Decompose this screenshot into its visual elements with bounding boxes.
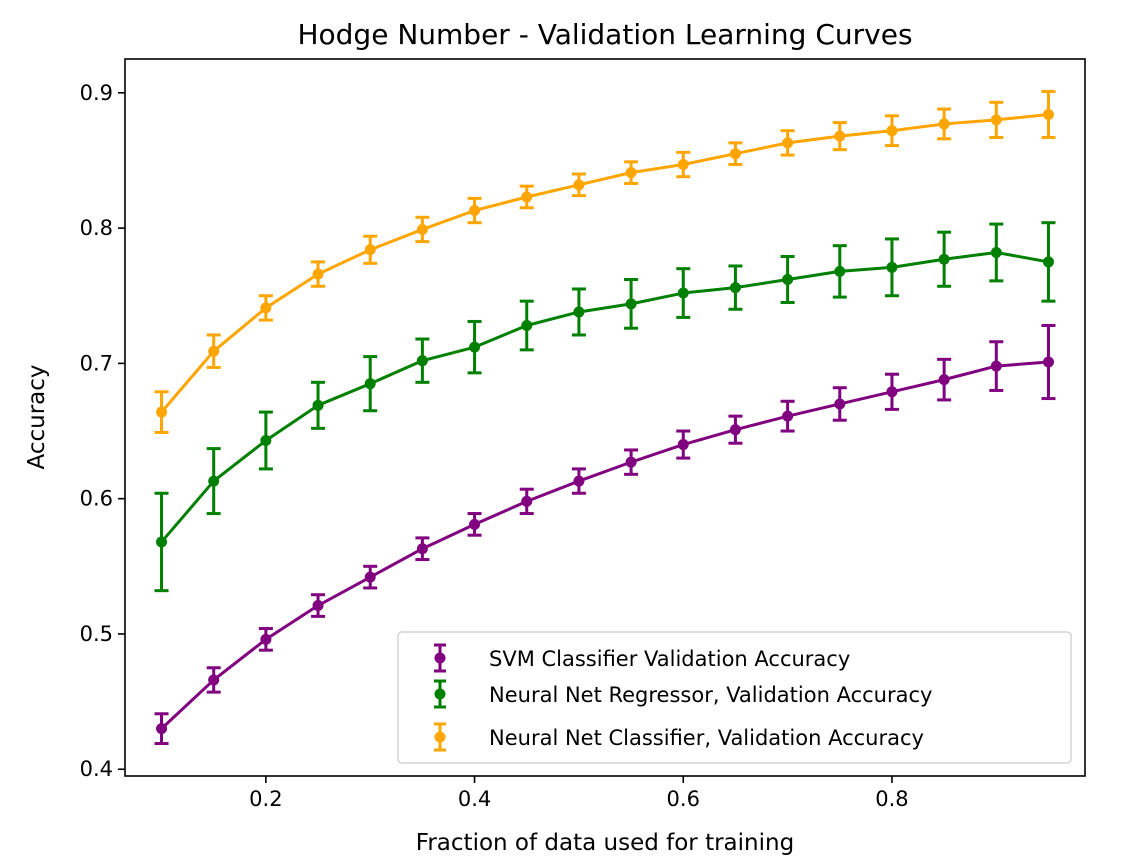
legend-label: Neural Net Classifier, Validation Accura…	[489, 726, 924, 750]
data-point	[521, 495, 533, 507]
data-point	[782, 137, 794, 149]
data-point	[1042, 256, 1054, 268]
data-point	[938, 374, 950, 386]
x-tick-label: 0.2	[249, 787, 282, 811]
data-point	[156, 536, 168, 548]
data-point	[364, 571, 376, 583]
data-point	[416, 223, 428, 235]
data-point	[834, 265, 846, 277]
data-point	[1042, 356, 1054, 368]
legend-label: Neural Net Regressor, Validation Accurac…	[489, 683, 932, 707]
data-point	[156, 406, 168, 418]
data-point	[834, 130, 846, 142]
data-point	[938, 253, 950, 265]
y-axis-ticks: 0.4 0.5 0.6 0.7 0.8 0.9	[80, 81, 125, 781]
data-point	[1042, 108, 1054, 120]
data-point	[469, 518, 481, 530]
data-point	[990, 114, 1002, 126]
data-point	[886, 125, 898, 137]
data-point	[469, 341, 481, 353]
data-point	[364, 378, 376, 390]
y-tick-label: 0.6	[80, 487, 113, 511]
data-point	[886, 386, 898, 398]
data-point	[312, 399, 324, 411]
y-axis-label: Accuracy	[24, 364, 50, 469]
legend: SVM Classifier Validation Accuracy Neural…	[397, 631, 1072, 764]
chart-title: Hodge Number - Validation Learning Curve…	[297, 18, 912, 51]
series-svm-classifier-validation-accuracy	[154, 324, 1056, 746]
data-point	[573, 475, 585, 487]
data-point	[208, 345, 220, 357]
data-point	[625, 456, 637, 468]
series-line	[160, 112, 1049, 414]
legend-box	[397, 631, 1072, 764]
data-point	[260, 302, 272, 314]
y-tick-label: 0.5	[80, 622, 113, 646]
y-tick-label: 0.4	[80, 757, 113, 781]
data-point	[886, 261, 898, 273]
data-point	[625, 298, 637, 310]
data-point	[677, 439, 689, 451]
data-point	[677, 287, 689, 299]
data-point	[312, 268, 324, 280]
plot-frame	[124, 58, 1086, 777]
data-point	[416, 355, 428, 367]
data-point	[573, 306, 585, 318]
legend-item-neural-net-regressor-validation-accuracy: Neural Net Regressor, Validation Accurac…	[434, 679, 932, 709]
series-neural-net-regressor-validation-accuracy	[154, 221, 1056, 593]
x-tick-label: 0.6	[667, 787, 700, 811]
data-point	[469, 205, 481, 217]
legend-item-neural-net-classifier-validation-accuracy: Neural Net Classifier, Validation Accura…	[434, 722, 924, 752]
y-tick-label: 0.9	[80, 81, 113, 105]
data-point	[938, 118, 950, 130]
legend-marker	[434, 731, 446, 743]
series-line	[160, 360, 1049, 730]
legend-marker	[434, 688, 446, 700]
data-point	[782, 274, 794, 286]
series-neural-net-classifier-validation-accuracy	[154, 89, 1056, 434]
data-point	[729, 148, 741, 160]
x-axis-label: Fraction of data used for training	[416, 830, 794, 856]
data-point	[208, 674, 220, 686]
data-point	[260, 633, 272, 645]
legend-item-svm-classifier-validation-accuracy: SVM Classifier Validation Accuracy	[434, 643, 850, 673]
data-point	[208, 475, 220, 487]
data-point	[990, 360, 1002, 372]
x-axis-ticks: 0.2 0.4 0.6 0.8	[249, 776, 909, 811]
data-point	[625, 167, 637, 179]
data-point	[521, 191, 533, 203]
data-point	[573, 179, 585, 191]
data-point	[364, 244, 376, 256]
data-point	[834, 398, 846, 410]
data-point	[729, 282, 741, 294]
data-point	[677, 159, 689, 171]
legend-label: SVM Classifier Validation Accuracy	[489, 647, 850, 671]
legend-marker	[434, 652, 446, 664]
y-tick-label: 0.7	[80, 351, 113, 375]
data-point	[312, 600, 324, 612]
y-tick-label: 0.8	[80, 216, 113, 240]
data-point	[156, 723, 168, 735]
series-line	[160, 250, 1049, 543]
plot-marks	[154, 89, 1056, 746]
data-point	[729, 424, 741, 436]
data-point	[782, 410, 794, 422]
data-point	[521, 320, 533, 332]
data-point	[260, 434, 272, 446]
x-tick-label: 0.4	[458, 787, 491, 811]
x-tick-label: 0.8	[875, 787, 908, 811]
data-point	[416, 543, 428, 555]
data-point	[990, 246, 1002, 258]
legend-items: SVM Classifier Validation Accuracy Neural…	[434, 643, 932, 752]
